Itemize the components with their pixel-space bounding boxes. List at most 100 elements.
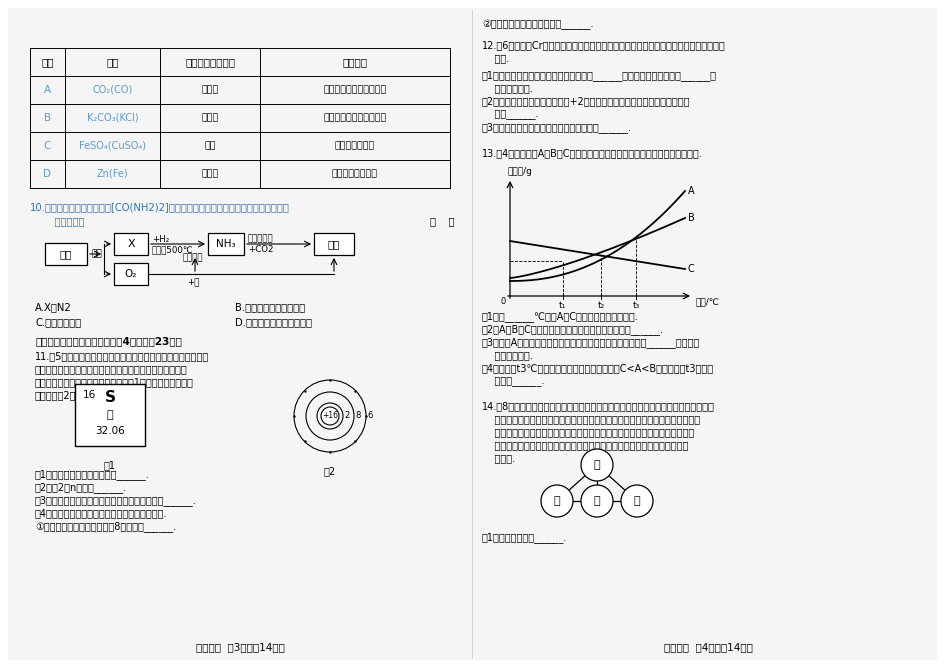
Text: D: D (43, 169, 51, 179)
Text: 11.（5分）甘肃优秀学子、华东师范大学类普华数被国际纯粹与: 11.（5分）甘肃优秀学子、华东师范大学类普华数被国际纯粹与 (35, 351, 209, 361)
Text: B: B (43, 113, 51, 123)
Text: （2）已知铬粒与稀盐酸反应生成+2价格的化合物，请写出该反应的化学方程: （2）已知铬粒与稀盐酸反应生成+2价格的化合物，请写出该反应的化学方程 (481, 96, 690, 106)
Text: 加入铁粉，过滤: 加入铁粉，过滤 (334, 142, 375, 150)
Text: （2）图2中n的值是______.: （2）图2中n的值是______. (35, 482, 127, 493)
Text: 溶解度/g: 溶解度/g (507, 167, 531, 176)
Text: 空气: 空气 (59, 249, 72, 259)
Text: K₂CO₃(KCl): K₂CO₃(KCl) (87, 113, 138, 123)
Text: 化学试卷  第3页（共14页）: 化学试卷 第3页（共14页） (195, 642, 284, 652)
Text: 图2: 图2 (324, 466, 336, 476)
Text: 8: 8 (355, 411, 360, 420)
Text: C: C (687, 264, 694, 274)
Text: A: A (687, 186, 694, 196)
Text: 二、填空题与简答题（本题包括4小题，共23分）: 二、填空题与简答题（本题包括4小题，共23分） (35, 336, 181, 346)
Text: （3）请写出一条保护金属资源的有效措施：______.: （3）请写出一条保护金属资源的有效措施：______. (481, 122, 632, 133)
Text: （3）硫元素与钠元素可形成硫化钠，其化学式为______.: （3）硫元素与钠元素可形成硫化钠，其化学式为______. (35, 495, 196, 506)
Text: 物质: 物质 (106, 57, 119, 67)
Text: 反应，表示一种物质能转化成另一种物质，部分反应物、生成物及反应条件: 反应，表示一种物质能转化成另一种物质，部分反应物、生成物及反应条件 (481, 440, 687, 450)
Text: 供给能量: 供给能量 (182, 253, 203, 262)
Circle shape (581, 449, 613, 481)
Bar (75, 384, 144, 446)
Text: +煤: +煤 (187, 278, 199, 287)
Text: t₂: t₂ (597, 301, 604, 310)
Text: ②硫原子易得电子形成硫离子______.: ②硫原子易得电子形成硫离子______. (481, 20, 593, 30)
Text: 会形成白雾，类框反应及氧化失活反应按图所示，表示相连的两种物质能发生: 会形成白雾，类框反应及氧化失活反应按图所示，表示相连的两种物质能发生 (481, 427, 694, 437)
Text: FeSO₄(CuSO₄): FeSO₄(CuSO₄) (79, 141, 145, 151)
Text: 丁: 丁 (633, 496, 640, 506)
Text: 或降低）温度.: 或降低）温度. (481, 350, 532, 360)
Text: 硫: 硫 (107, 410, 113, 420)
Text: 将气体通过灼热的氧化铜: 将气体通过灼热的氧化铜 (323, 86, 386, 94)
Text: 乙: 乙 (553, 496, 560, 506)
Text: 32.06: 32.06 (95, 426, 125, 436)
Text: 尿素: 尿素 (328, 239, 340, 249)
Bar (313, 233, 354, 255)
Text: 13.（4分）如图为A、B、C三种固体物质的溶解度曲线，请据图回答下列问题.: 13.（4分）如图为A、B、C三种固体物质的溶解度曲线，请据图回答下列问题. (481, 148, 702, 158)
Text: +H₂: +H₂ (152, 234, 169, 244)
Text: 石灰，甲、丁是无需物质，丁当两种元素组成且某类物质被放置在空气中，吸口: 石灰，甲、丁是无需物质，丁当两种元素组成且某类物质被放置在空气中，吸口 (481, 414, 700, 424)
Text: A.X是N2: A.X是N2 (35, 302, 72, 312)
Text: 式：______.: 式：______. (481, 109, 538, 119)
Text: 表，硫元素在元素周期表中的信息如图1所示，硫原子的结构: 表，硫元素在元素周期表中的信息如图1所示，硫原子的结构 (35, 377, 194, 387)
Text: 0: 0 (500, 297, 505, 306)
Bar (114, 233, 148, 255)
Text: 图1: 图1 (104, 460, 116, 470)
Circle shape (581, 485, 613, 517)
Text: +CO2: +CO2 (247, 246, 273, 255)
Text: 加压，500℃: 加压，500℃ (152, 246, 194, 255)
Text: Zn(Fe): Zn(Fe) (96, 169, 128, 179)
Text: （1）在______℃时，A、C两种物质的溶解度相等.: （1）在______℃时，A、C两种物质的溶解度相等. (481, 311, 638, 322)
Text: 加入稀盐酸、蒸发、结晶: 加入稀盐酸、蒸发、结晶 (323, 114, 386, 122)
Text: ①构成蔗糖单股的分子中含有8个碳原子______.: ①构成蔗糖单股的分子中含有8个碳原子______. (35, 521, 176, 532)
Text: 温度/℃: 温度/℃ (694, 297, 718, 306)
Text: 12.（6分）铬（Cr）是银白色有光泽的金属，合铬、锰的铬称为不锈钢，具有极强的抗腐: 12.（6分）铬（Cr）是银白色有光泽的金属，合铬、锰的铬称为不锈钢，具有极强的… (481, 40, 725, 50)
Circle shape (321, 407, 339, 425)
Text: 不正确的是: 不正确的是 (42, 216, 84, 226)
Bar (45, 243, 87, 265)
Text: 丙: 丙 (593, 496, 599, 506)
Text: 同作用的结果.: 同作用的结果. (481, 83, 532, 93)
Text: 低温、加压: 低温、加压 (247, 234, 274, 244)
Text: 分离: 分离 (91, 250, 102, 259)
Text: NH₃: NH₃ (216, 239, 236, 249)
Text: 14.（8分）甲、乙、丙、丁是初中化学常见的四种物质，已知乙是红棕色固体，丙是熟: 14.（8分）甲、乙、丙、丁是初中化学常见的四种物质，已知乙是红棕色固体，丙是熟 (481, 401, 714, 411)
Text: B.分离空气属于物理变化: B.分离空气属于物理变化 (235, 302, 305, 312)
Text: +16: +16 (322, 411, 338, 420)
Text: （    ）: （ ） (430, 216, 454, 226)
Text: O₂: O₂ (125, 269, 137, 279)
Text: （1）甲的化学式为______.: （1）甲的化学式为______. (481, 532, 566, 543)
Circle shape (620, 485, 652, 517)
Text: 化学试卷  第4页（共14页）: 化学试卷 第4页（共14页） (663, 642, 751, 652)
Circle shape (540, 485, 572, 517)
Text: t₁: t₁ (558, 301, 565, 310)
Text: S: S (105, 390, 115, 405)
Bar (208, 233, 244, 255)
Text: 蚀性.: 蚀性. (481, 53, 509, 63)
Text: CO₂(CO): CO₂(CO) (93, 85, 132, 95)
Text: （1）纯铁与不锈钢相比较，硬度较大的是______；铁生锈的实质是铁与______共: （1）纯铁与不锈钢相比较，硬度较大的是______；铁生锈的实质是铁与_____… (481, 70, 716, 81)
Text: 甲: 甲 (593, 460, 599, 470)
Text: C.尿素属于原肥: C.尿素属于原肥 (35, 317, 81, 327)
Text: t₃: t₃ (632, 301, 639, 310)
Text: 稀盐酸: 稀盐酸 (201, 114, 218, 122)
Text: 2: 2 (344, 411, 349, 420)
Text: 选项: 选项 (42, 57, 54, 67)
Text: 铁粉: 铁粉 (204, 142, 215, 150)
Text: C: C (43, 141, 51, 151)
Text: 应用化学联合会选定为全球青年化学家元素周期数硫元素代: 应用化学联合会选定为全球青年化学家元素周期数硫元素代 (35, 364, 188, 374)
Text: （3）要使A物质的不饱和溶液变为饱和溶液，可采用的方法是______（填升高: （3）要使A物质的不饱和溶液变为饱和溶液，可采用的方法是______（填升高 (481, 337, 700, 348)
Text: D.煤与氨气的反应吸收热量: D.煤与氨气的反应吸收热量 (235, 317, 312, 327)
Bar (114, 263, 148, 285)
Text: A: A (43, 85, 51, 95)
Text: 范围是______.: 范围是______. (481, 376, 544, 386)
Text: 未标出.: 未标出. (481, 453, 514, 463)
Text: 操作方法: 操作方法 (342, 57, 367, 67)
Text: （1）硫元素的相对原子质量是______.: （1）硫元素的相对原子质量是______. (35, 469, 149, 480)
Text: 除杂试剂（足量）: 除杂试剂（足量） (185, 57, 235, 67)
Text: B: B (687, 213, 694, 223)
Text: 16: 16 (83, 390, 96, 400)
Text: （4）用正确的化学用语表示下列知点划分的含义.: （4）用正确的化学用语表示下列知点划分的含义. (35, 508, 167, 518)
Text: （4）温度为t3℃时，三种物质的溶解度关系满足C<A<B的条件，则t3的取值: （4）温度为t3℃时，三种物质的溶解度关系满足C<A<B的条件，则t3的取值 (481, 363, 714, 373)
Text: （2）A、B、C三种物质，溶解度受温度影响最小的是______.: （2）A、B、C三种物质，溶解度受温度影响最小的是______. (481, 324, 664, 335)
Text: 示意图如图2所示。: 示意图如图2所示。 (35, 390, 88, 400)
